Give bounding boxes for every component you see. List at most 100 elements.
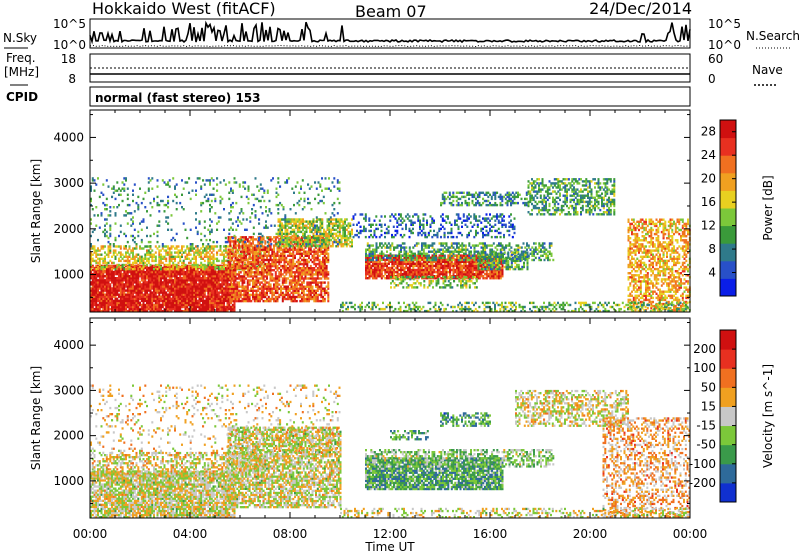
power-colorbar-seg-3 — [720, 225, 736, 244]
power-colorbar-tick-0: 4 — [708, 266, 716, 280]
velocity-colorbar-tick-4: -15 — [696, 419, 716, 433]
velocity-colorbar-tick-5: -50 — [696, 438, 716, 452]
x-tick-label-3: 12:00 — [373, 527, 408, 541]
noise-right-tick-top: 10^5 — [708, 17, 741, 31]
power-colorbar: 4 8 12 16 20 24 28 Power [dB] — [701, 119, 775, 297]
velocity-region-7 — [390, 430, 429, 441]
velocity-colorbar: 200 100 50 15 -15 -50 -100 -200 Velocity [m s^-1… — [689, 329, 775, 503]
power-colorbar-tick-4: 20 — [701, 172, 716, 186]
power-colorbar-seg-0 — [720, 278, 736, 297]
noise-search-line — [89, 44, 691, 48]
velocity-colorbar-seg-1 — [720, 463, 736, 484]
x-tick-label-5: 20:00 — [573, 527, 608, 541]
velocity-colorbar-seg-2 — [720, 444, 736, 465]
power-colorbar-tick-5: 24 — [701, 148, 716, 162]
power-panel: 1000 2000 3000 4000 Slant Range [km] — [29, 109, 691, 313]
noise-sky-line — [89, 20, 691, 45]
velocity-colorbar-seg-3 — [720, 425, 736, 446]
x-tick-label-6: 00:00 — [673, 527, 708, 541]
freq-label-2: [MHz] — [4, 65, 39, 79]
power-region-6 — [365, 242, 555, 262]
velocity-colorbar-tick-6: -100 — [689, 457, 716, 471]
power-colorbar-tick-1: 8 — [708, 242, 716, 256]
cpid-label: CPID — [6, 90, 38, 104]
x-axis-label: Time UT — [364, 540, 415, 554]
velocity-region-1 — [90, 451, 266, 477]
power-colorbar-tick-2: 12 — [701, 219, 716, 233]
power-ytick-label-3: 4000 — [53, 130, 84, 144]
freq-right-tick-top: 60 — [708, 52, 723, 66]
velocity-ytick-label-1: 2000 — [53, 429, 84, 443]
velocity-region-6 — [440, 412, 491, 427]
velocity-colorbar-tick-0: 200 — [693, 342, 716, 356]
power-colorbar-seg-7 — [720, 155, 736, 174]
noise-left-tick-bottom: 10^0 — [53, 38, 86, 52]
power-colorbar-seg-4 — [720, 208, 736, 227]
velocity-colorbar-tick-7: -200 — [689, 476, 716, 490]
freq-left-tick-top: 18 — [61, 52, 76, 66]
power-region-7 — [390, 275, 478, 289]
freq-right-tick-bottom: 0 — [708, 72, 716, 86]
power-ytick-label-1: 2000 — [53, 222, 84, 236]
velocity-region-9 — [602, 417, 691, 518]
power-colorbar-seg-2 — [720, 243, 736, 262]
power-colorbar-seg-8 — [720, 137, 736, 156]
power-cells — [90, 177, 691, 313]
freq-panel: Freq. [MHz] 18 8 60 0 Nave — [4, 51, 783, 86]
velocity-panel: 1000 2000 3000 4000 Slant Range [km] — [29, 317, 691, 519]
noise-search-label: N.Search — [746, 29, 800, 43]
power-ylabel: Slant Range [km] — [29, 159, 43, 263]
noise-sky-label: N.Sky — [3, 31, 37, 45]
velocity-colorbar-seg-8 — [720, 330, 736, 350]
power-ytick-label-2: 3000 — [53, 176, 84, 190]
velocity-cells — [90, 384, 691, 519]
power-region-9 — [352, 213, 516, 239]
noise-left-tick-top: 10^5 — [53, 17, 86, 31]
velocity-region-2 — [227, 426, 342, 509]
freq-label-1: Freq. — [6, 51, 36, 65]
velocity-colorbar-tick-2: 50 — [701, 380, 716, 394]
power-region-11 — [527, 178, 616, 216]
power-region-0 — [90, 264, 236, 313]
nave-label: Nave — [752, 63, 783, 77]
power-colorbar-seg-5 — [720, 190, 736, 209]
power-colorbar-tick-6: 28 — [701, 125, 716, 139]
x-tick-label-2: 08:00 — [273, 527, 308, 541]
cpid-panel: CPID normal (fast stereo) 153 — [6, 86, 691, 107]
power-colorbar-label: Power [dB] — [761, 175, 775, 240]
velocity-region-10 — [340, 507, 691, 519]
velocity-region-5 — [365, 449, 555, 468]
freq-left-tick-bottom: 8 — [68, 72, 76, 86]
date-title: 24/Dec/2014 — [589, 0, 692, 18]
power-colorbar-seg-6 — [720, 172, 736, 191]
power-ytick-label-0: 1000 — [53, 268, 84, 282]
x-tick-label-1: 04:00 — [173, 527, 208, 541]
velocity-colorbar-seg-6 — [720, 368, 736, 388]
power-colorbar-tick-3: 16 — [701, 195, 716, 209]
velocity-region-8 — [515, 389, 629, 427]
velocity-colorbar-seg-4 — [720, 406, 736, 427]
power-region-13 — [340, 301, 689, 313]
station-title: Hokkaido West (fitACF) — [92, 0, 276, 18]
velocity-colorbar-label: Velocity [m s^-1] — [761, 364, 775, 468]
beam-title: Beam 07 — [355, 2, 427, 21]
power-region-8 — [477, 251, 529, 271]
power-region-12 — [627, 218, 691, 312]
power-region-4 — [90, 177, 341, 248]
velocity-ytick-label-3: 4000 — [53, 338, 84, 352]
power-colorbar-seg-9 — [720, 120, 736, 139]
power-region-10 — [440, 191, 528, 207]
power-colorbar-seg-1 — [720, 260, 736, 279]
velocity-ytick-label-0: 1000 — [53, 474, 84, 488]
velocity-ylabel: Slant Range [km] — [29, 366, 43, 470]
noise-right-tick-bottom: 10^0 — [708, 38, 741, 52]
velocity-region-3 — [90, 384, 341, 454]
time-axis: 00:00 04:00 08:00 12:00 16:00 20:00 00:00 — [73, 527, 708, 541]
velocity-ytick-label-2: 3000 — [53, 383, 84, 397]
velocity-region-0 — [90, 471, 236, 519]
velocity-colorbar-seg-0 — [720, 482, 736, 503]
x-tick-label-4: 16:00 — [473, 527, 508, 541]
velocity-colorbar-seg-7 — [720, 349, 736, 369]
velocity-colorbar-tick-1: 100 — [693, 361, 716, 375]
